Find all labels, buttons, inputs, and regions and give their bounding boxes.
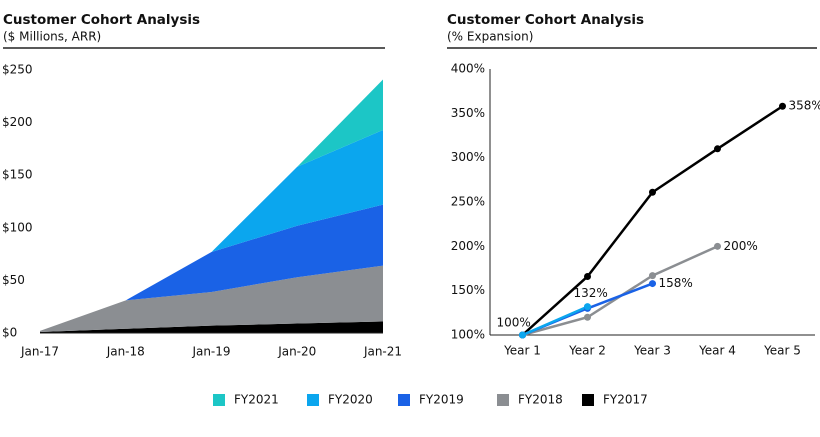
- chart-subtitle: ($ Millions, ARR): [3, 30, 101, 44]
- y-tick-label: 150%: [451, 283, 485, 297]
- y-tick-label: $50: [2, 273, 25, 287]
- point: [779, 103, 786, 110]
- x-tick-label: Jan-19: [191, 345, 230, 359]
- legend-swatch: [307, 394, 319, 406]
- x-tick-label: Year 1: [503, 344, 541, 358]
- chart-subtitle: (% Expansion): [447, 30, 533, 44]
- point: [714, 145, 721, 152]
- point: [649, 272, 656, 279]
- y-tick-label: $0: [2, 326, 17, 340]
- y-tick-label: 400%: [451, 62, 485, 76]
- data-label: 158%: [659, 276, 693, 290]
- point: [714, 243, 721, 250]
- legend-label: FY2020: [328, 393, 373, 407]
- legend-label: FY2019: [419, 393, 464, 407]
- x-tick-label: Jan-21: [363, 345, 402, 359]
- y-tick-label: $150: [2, 168, 33, 182]
- x-tick-label: Year 5: [763, 344, 801, 358]
- y-tick-label: 350%: [451, 106, 485, 120]
- data-label: 358%: [789, 99, 820, 113]
- legend-swatch: [213, 394, 225, 406]
- y-tick-label: $250: [2, 63, 33, 77]
- line: [523, 106, 783, 335]
- y-tick-label: $100: [2, 220, 33, 234]
- legend-swatch: [497, 394, 509, 406]
- y-tick-label: 200%: [451, 239, 485, 253]
- legend-label: FY2018: [518, 393, 563, 407]
- chart-title: Customer Cohort Analysis: [447, 12, 644, 28]
- y-tick-label: 300%: [451, 150, 485, 164]
- legend-swatch: [398, 394, 410, 406]
- point: [649, 189, 656, 196]
- point: [584, 314, 591, 321]
- x-tick-label: Jan-17: [20, 345, 59, 359]
- legend-label: FY2017: [603, 393, 648, 407]
- point: [584, 273, 591, 280]
- legend-swatch: [582, 394, 594, 406]
- point: [584, 303, 591, 310]
- data-label: 200%: [724, 239, 758, 253]
- data-label: 132%: [574, 286, 608, 300]
- x-tick-label: Jan-18: [106, 345, 145, 359]
- chart-title: Customer Cohort Analysis: [3, 12, 200, 28]
- x-tick-label: Year 4: [698, 344, 736, 358]
- x-tick-label: Year 3: [633, 344, 671, 358]
- x-tick-label: Year 2: [568, 344, 606, 358]
- x-tick-label: Jan-20: [277, 345, 316, 359]
- legend-label: FY2021: [234, 393, 279, 407]
- y-tick-label: 100%: [451, 328, 485, 342]
- data-label: 100%: [497, 316, 531, 330]
- point: [649, 280, 656, 287]
- y-tick-label: 250%: [451, 195, 485, 209]
- y-tick-label: $200: [2, 115, 33, 129]
- point: [519, 332, 526, 339]
